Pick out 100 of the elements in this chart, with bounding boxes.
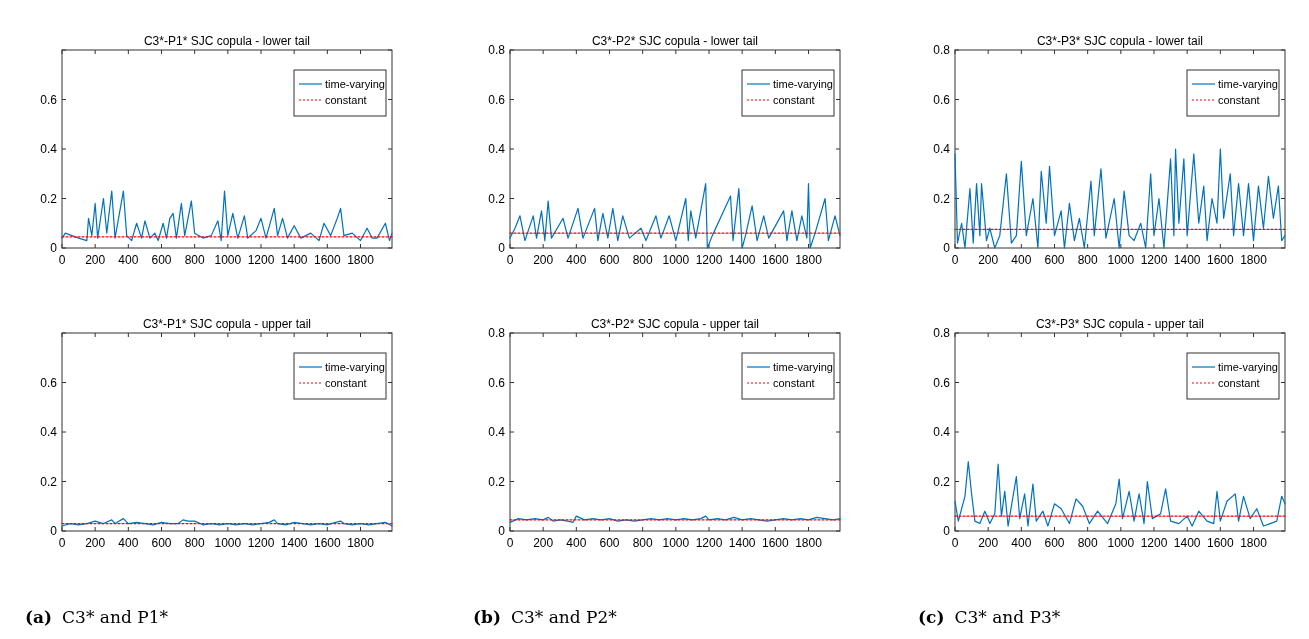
x-tick-label: 600 <box>151 253 172 267</box>
x-tick-label: 1800 <box>1240 536 1268 550</box>
text: (a) C3* and P1* <box>25 607 169 627</box>
x-tick-label: 200 <box>85 536 106 550</box>
y-tick-label: 0.4 <box>933 142 951 156</box>
x-tick-label: 800 <box>184 253 205 267</box>
x-tick-label: 200 <box>85 253 106 267</box>
y-tick-label: 0.6 <box>40 92 58 107</box>
chart-title: C3*-P1* SJC copula - lower tail <box>143 34 311 48</box>
x-tick-label: 400 <box>566 253 587 267</box>
x-tick-label: 800 <box>1077 253 1098 267</box>
x-tick-label: 1800 <box>795 536 823 550</box>
line-series <box>61 190 393 242</box>
y-tick-label: 0 <box>498 241 506 255</box>
chart-title: C3*-P1* SJC copula - upper tail <box>142 317 312 331</box>
y-tick-label: 0.6 <box>933 92 951 107</box>
y-tick-label: 0 <box>943 524 951 538</box>
legend-label: constant <box>1218 94 1260 106</box>
x-tick-label: 1800 <box>1240 253 1268 267</box>
x-tick-label: 400 <box>1011 536 1032 550</box>
x-tick-label: 600 <box>599 253 620 267</box>
x-tick-label: 1800 <box>795 253 823 267</box>
y-tick-label: 0.8 <box>488 326 506 340</box>
x-tick-label: 1600 <box>761 536 789 550</box>
text: (b) C3* and P2* <box>473 607 618 627</box>
x-tick-label: 400 <box>118 253 139 267</box>
y-tick-label: 0.8 <box>933 43 951 57</box>
legend-label: constant <box>325 377 367 389</box>
x-tick-label: 800 <box>1077 536 1098 550</box>
y-tick-label: 0.6 <box>488 92 506 107</box>
x-tick-label: 1200 <box>695 536 723 550</box>
chart-title: C3*-P2* SJC copula - lower tail <box>591 34 759 48</box>
y-tick-label: 0.4 <box>488 425 506 439</box>
y-tick-label: 0.4 <box>40 142 58 156</box>
y-tick-label: 0.8 <box>488 43 506 57</box>
x-tick-label: 1000 <box>662 536 690 550</box>
legend-label: time-varying <box>325 361 385 373</box>
x-tick-label: 1400 <box>280 253 308 267</box>
x-tick-label: 200 <box>533 536 554 550</box>
x-tick-label: 1200 <box>695 253 723 267</box>
y-tick-label: 0.2 <box>488 474 506 489</box>
legend-label: time-varying <box>773 78 833 90</box>
legend-label: time-varying <box>773 361 833 373</box>
x-tick-label: 1600 <box>761 253 789 267</box>
x-tick-label: 1800 <box>347 253 375 267</box>
line-series <box>509 183 841 249</box>
legend-label: constant <box>1218 377 1260 389</box>
x-tick-label: 600 <box>1044 253 1065 267</box>
x-tick-label: 1400 <box>1173 253 1201 267</box>
x-tick-label: 1200 <box>247 253 275 267</box>
x-tick-label: 1400 <box>1173 536 1201 550</box>
legend-label: time-varying <box>1218 78 1278 90</box>
y-tick-label: 0 <box>943 241 951 255</box>
chart-title: C3*-P3* SJC copula - lower tail <box>1036 34 1204 48</box>
x-tick-label: 1000 <box>214 253 242 267</box>
y-tick-label: 0.4 <box>933 425 951 439</box>
line-series <box>954 461 1286 527</box>
x-tick-label: 600 <box>1044 536 1065 550</box>
y-tick-label: 0.2 <box>933 474 951 489</box>
y-tick-label: 0.4 <box>40 425 58 439</box>
y-tick-label: 0.4 <box>488 142 506 156</box>
y-tick-label: 0.8 <box>933 326 951 340</box>
x-tick-label: 800 <box>632 253 653 267</box>
text: (c) C3* and P3* <box>918 607 1061 627</box>
x-tick-label: 1400 <box>280 536 308 550</box>
x-tick-label: 1600 <box>1206 253 1234 267</box>
y-tick-label: 0.6 <box>40 375 58 390</box>
chart-title: C3*-P3* SJC copula - upper tail <box>1035 317 1205 331</box>
x-tick-label: 800 <box>632 536 653 550</box>
x-tick-label: 1600 <box>1206 536 1234 550</box>
legend-label: time-varying <box>325 78 385 90</box>
chart-title: C3*-P2* SJC copula - upper tail <box>590 317 760 331</box>
x-tick-label: 1200 <box>247 536 275 550</box>
line-series <box>61 518 393 527</box>
x-tick-label: 600 <box>599 536 620 550</box>
x-tick-label: 1000 <box>1107 253 1135 267</box>
legend-label: constant <box>325 94 367 106</box>
x-tick-label: 1000 <box>662 253 690 267</box>
x-tick-label: 1200 <box>1140 253 1168 267</box>
y-tick-label: 0.2 <box>40 191 58 206</box>
x-tick-label: 400 <box>566 536 587 550</box>
legend-label: constant <box>773 94 815 106</box>
y-tick-label: 0 <box>50 241 58 255</box>
x-tick-label: 1600 <box>313 253 341 267</box>
y-tick-label: 0.2 <box>40 474 58 489</box>
line-series <box>954 148 1286 249</box>
x-tick-label: 200 <box>533 253 554 267</box>
x-tick-label: 400 <box>1011 253 1032 267</box>
x-tick-label: 1000 <box>1107 536 1135 550</box>
x-tick-label: 400 <box>118 536 139 550</box>
x-tick-label: 1600 <box>313 536 341 550</box>
y-tick-label: 0 <box>498 524 506 538</box>
x-tick-label: 1400 <box>728 253 756 267</box>
x-tick-label: 1800 <box>347 536 375 550</box>
y-tick-label: 0 <box>50 524 58 538</box>
legend-label: constant <box>773 377 815 389</box>
x-tick-label: 800 <box>184 536 205 550</box>
y-tick-label: 0.2 <box>933 191 951 206</box>
x-tick-label: 200 <box>978 536 999 550</box>
y-tick-label: 0.2 <box>488 191 506 206</box>
